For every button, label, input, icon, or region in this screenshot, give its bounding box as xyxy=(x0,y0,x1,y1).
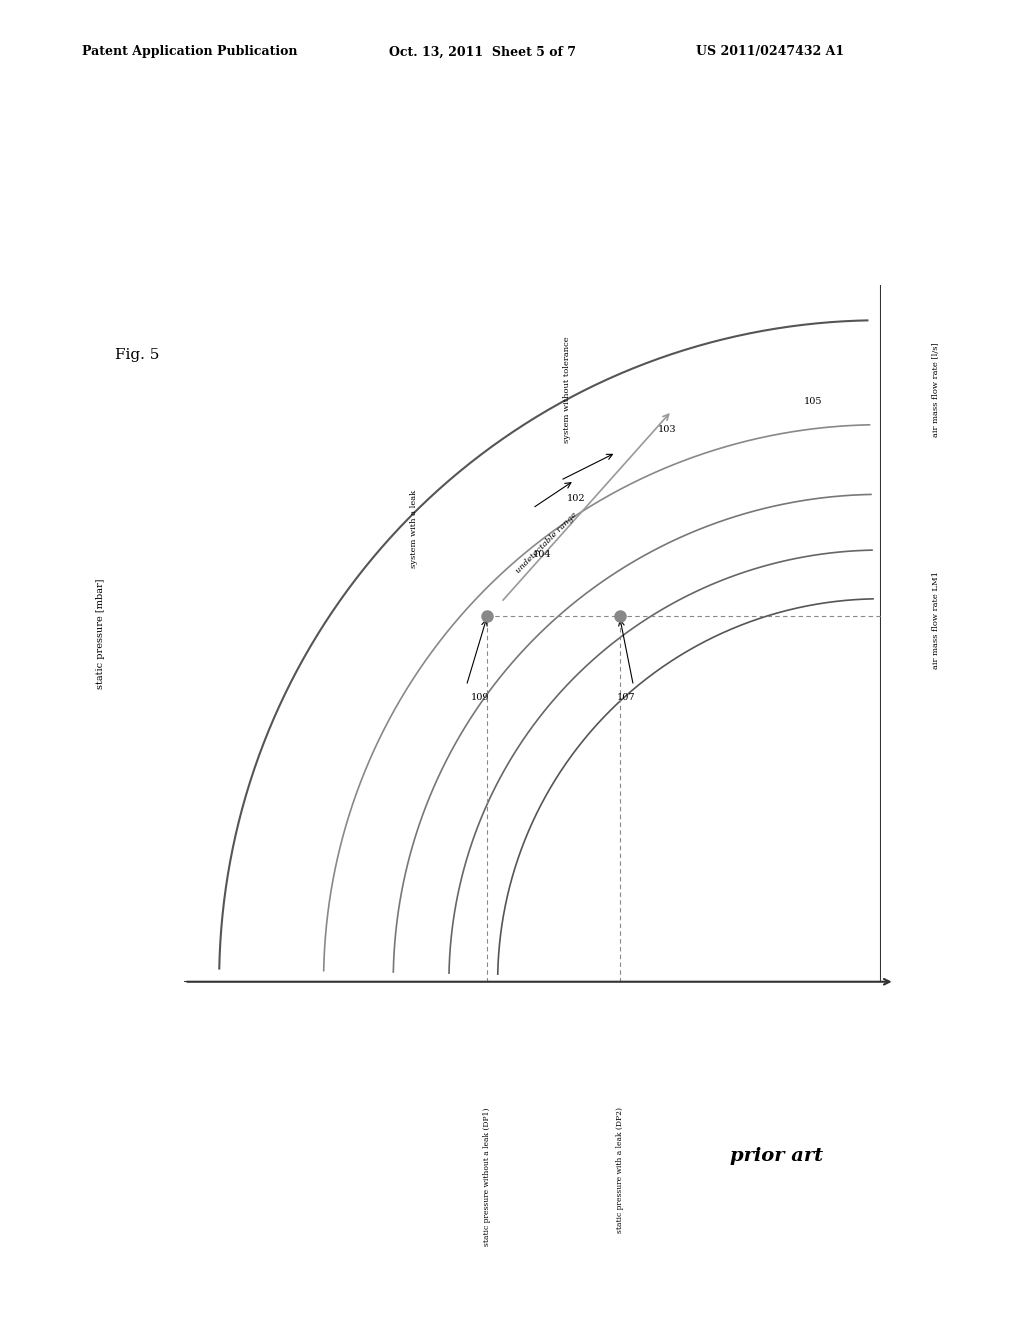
Text: Oct. 13, 2011  Sheet 5 of 7: Oct. 13, 2011 Sheet 5 of 7 xyxy=(389,45,577,58)
Text: 104: 104 xyxy=(532,550,551,558)
Text: 109: 109 xyxy=(471,693,489,702)
Text: air mass flow rate [l/s]: air mass flow rate [l/s] xyxy=(932,342,940,437)
Text: 102: 102 xyxy=(567,494,586,503)
Text: static pressure [mbar]: static pressure [mbar] xyxy=(96,578,105,689)
Text: undetectable range: undetectable range xyxy=(514,511,579,576)
Text: 107: 107 xyxy=(617,693,636,702)
Text: static pressure without a leak (DP1): static pressure without a leak (DP1) xyxy=(483,1107,492,1246)
Text: US 2011/0247432 A1: US 2011/0247432 A1 xyxy=(696,45,845,58)
Text: system without tolerance: system without tolerance xyxy=(563,337,571,444)
Text: Fig. 5: Fig. 5 xyxy=(115,348,159,362)
Text: air mass flow rate LM1: air mass flow rate LM1 xyxy=(932,570,940,669)
Text: prior art: prior art xyxy=(730,1147,822,1164)
Text: 103: 103 xyxy=(657,425,677,434)
Text: 105: 105 xyxy=(804,397,822,405)
Text: Patent Application Publication: Patent Application Publication xyxy=(82,45,297,58)
Text: system with a leak: system with a leak xyxy=(410,490,418,569)
Text: static pressure with a leak (DP2): static pressure with a leak (DP2) xyxy=(615,1107,624,1233)
